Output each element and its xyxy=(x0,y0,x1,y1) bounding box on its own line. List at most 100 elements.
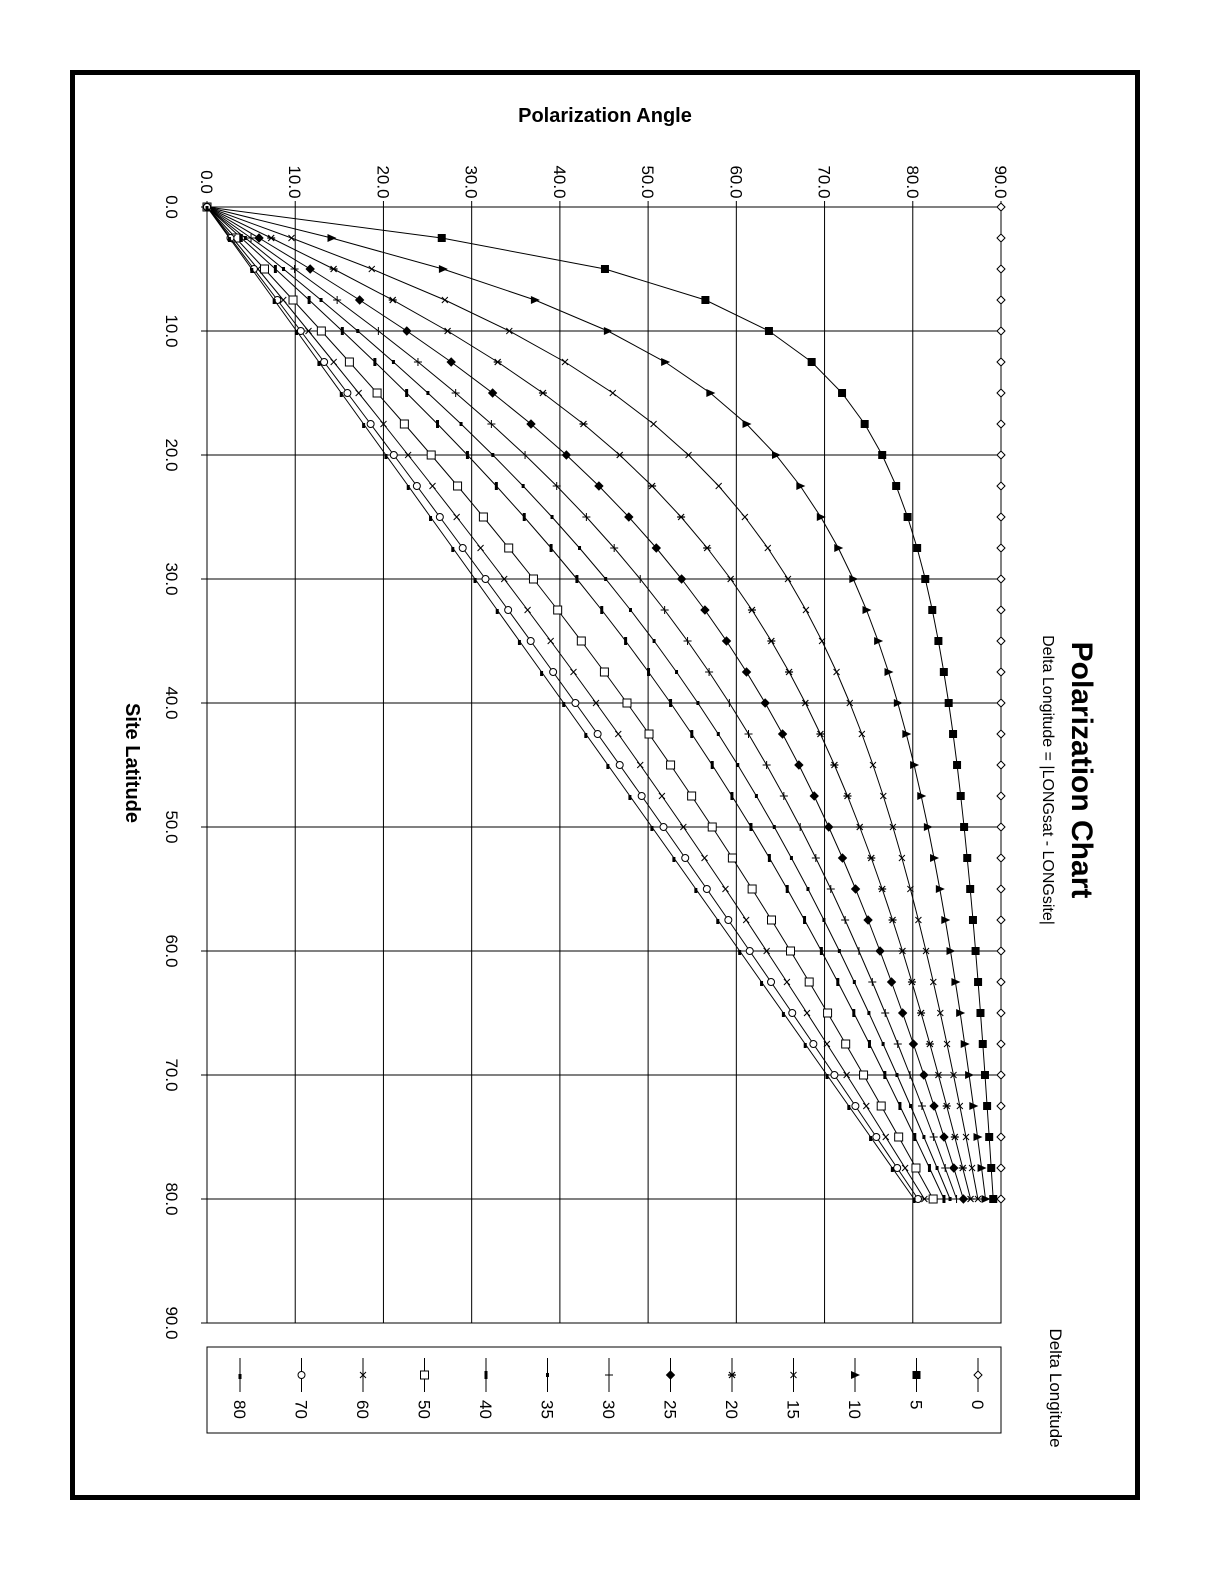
marker-plus xyxy=(705,668,714,676)
legend-item-50: 50 xyxy=(415,1358,434,1419)
marker-half-bar xyxy=(339,392,343,397)
x-tick-label: 30.0 xyxy=(162,562,181,595)
marker-square-open xyxy=(478,512,488,522)
marker-x xyxy=(803,1009,811,1017)
legend-label: 40 xyxy=(476,1400,495,1419)
y-axis-title: Polarization Angle xyxy=(518,105,692,127)
marker-small-bar xyxy=(459,422,463,426)
legend-label: 25 xyxy=(661,1400,680,1419)
marker-square-filled xyxy=(701,296,710,304)
marker-half-bar xyxy=(540,671,544,676)
marker-square-filled xyxy=(934,637,943,645)
marker-star xyxy=(493,358,502,366)
marker-square-filled xyxy=(939,668,948,676)
marker-small-bar xyxy=(909,1104,913,1108)
marker-x xyxy=(742,916,750,924)
marker-diamond-open xyxy=(996,1194,1006,1204)
marker-diamond-open xyxy=(996,419,1006,429)
marker-square-open xyxy=(622,698,632,708)
marker-diamond-filled xyxy=(794,760,804,770)
marker-square-open xyxy=(767,915,777,925)
marker-diamond-filled xyxy=(897,1008,908,1018)
marker-star xyxy=(855,823,864,831)
marker-diamond-open xyxy=(996,760,1006,770)
marker-bar xyxy=(927,1164,931,1172)
marker-plus xyxy=(605,1371,613,1379)
legend-label: 70 xyxy=(292,1400,311,1419)
series-70 xyxy=(203,203,923,1203)
marker-x xyxy=(882,1133,890,1141)
marker-diamond-open xyxy=(996,915,1006,925)
marker-square-filled xyxy=(860,420,869,428)
marker-square-filled xyxy=(913,544,922,552)
marker-triangle-filled xyxy=(960,1040,970,1048)
marker-star xyxy=(747,606,756,614)
marker-half-bar xyxy=(272,299,276,304)
marker-x xyxy=(701,854,708,862)
series-50 xyxy=(202,202,938,1204)
y-tick-label: 60.0 xyxy=(726,165,745,198)
marker-square-filled xyxy=(928,606,937,614)
x-tick-label: 80.0 xyxy=(162,1182,181,1215)
marker-diamond-open xyxy=(996,884,1006,894)
marker-triangle-filled xyxy=(603,327,613,335)
marker-square-filled xyxy=(980,1071,989,1079)
marker-diamond-filled xyxy=(949,1163,959,1173)
marker-plus xyxy=(929,1133,938,1141)
marker-square-filled xyxy=(968,916,977,924)
marker-x xyxy=(658,792,666,800)
marker-square-open xyxy=(727,853,737,863)
marker-half-bar xyxy=(869,1136,873,1141)
marker-square-open xyxy=(453,481,463,491)
marker-square-open xyxy=(399,419,409,429)
marker-x xyxy=(570,668,577,676)
marker-x xyxy=(943,1040,951,1048)
marker-circle-open xyxy=(389,451,398,459)
marker-x xyxy=(592,699,600,707)
x-tick-label: 20.0 xyxy=(162,438,181,471)
marker-diamond-open xyxy=(996,264,1006,274)
marker-square-filled xyxy=(989,1195,998,1203)
marker-x xyxy=(500,575,508,583)
marker-circle-open xyxy=(724,916,733,924)
marker-triangle-filled xyxy=(771,451,781,459)
marker-square-filled xyxy=(892,482,901,490)
marker-diamond-open xyxy=(996,512,1006,522)
series-25 xyxy=(202,202,969,1204)
marker-half-bar xyxy=(473,578,477,583)
marker-star xyxy=(816,730,825,738)
marker-square-open xyxy=(786,946,796,956)
legend-title: Delta Longitude xyxy=(1046,1328,1065,1447)
marker-plus xyxy=(762,761,771,769)
marker-x xyxy=(783,978,791,986)
marker-small-bar xyxy=(789,856,793,860)
marker-star xyxy=(907,978,916,986)
marker-diamond-filled xyxy=(254,233,264,243)
x-tick-label: 90.0 xyxy=(162,1306,181,1339)
marker-diamond-open xyxy=(996,543,1006,553)
marker-triangle-filled xyxy=(935,885,945,893)
marker-diamond-open xyxy=(996,1101,1006,1111)
y-tick-label: 20.0 xyxy=(373,165,392,198)
marker-square-filled xyxy=(600,265,609,273)
marker-square-open xyxy=(859,1070,869,1080)
chart-title: Polarization Chart xyxy=(1065,642,1098,899)
marker-square-open xyxy=(928,1194,938,1204)
marker-small-bar xyxy=(426,391,430,395)
legend-item-70: 70 xyxy=(292,1358,311,1419)
marker-star xyxy=(329,265,338,273)
marker-square-open xyxy=(528,574,538,584)
marker-square-open xyxy=(841,1039,851,1049)
legend: Delta Longitude 0 5 10 15 20 25 30 35 40 50 60 70 80 xyxy=(206,1328,1065,1448)
marker-bar xyxy=(898,1102,902,1110)
marker-circle-open xyxy=(549,668,558,676)
marker-circle-open xyxy=(893,1164,902,1172)
marker-small-bar xyxy=(546,1373,549,1377)
series-15 xyxy=(203,203,982,1203)
marker-x xyxy=(833,668,840,676)
marker-x xyxy=(359,1371,367,1379)
marker-small-bar xyxy=(521,484,525,488)
legend-item-20: 20 xyxy=(722,1358,741,1419)
chart-frame xyxy=(70,70,1140,1500)
marker-x xyxy=(889,823,897,831)
